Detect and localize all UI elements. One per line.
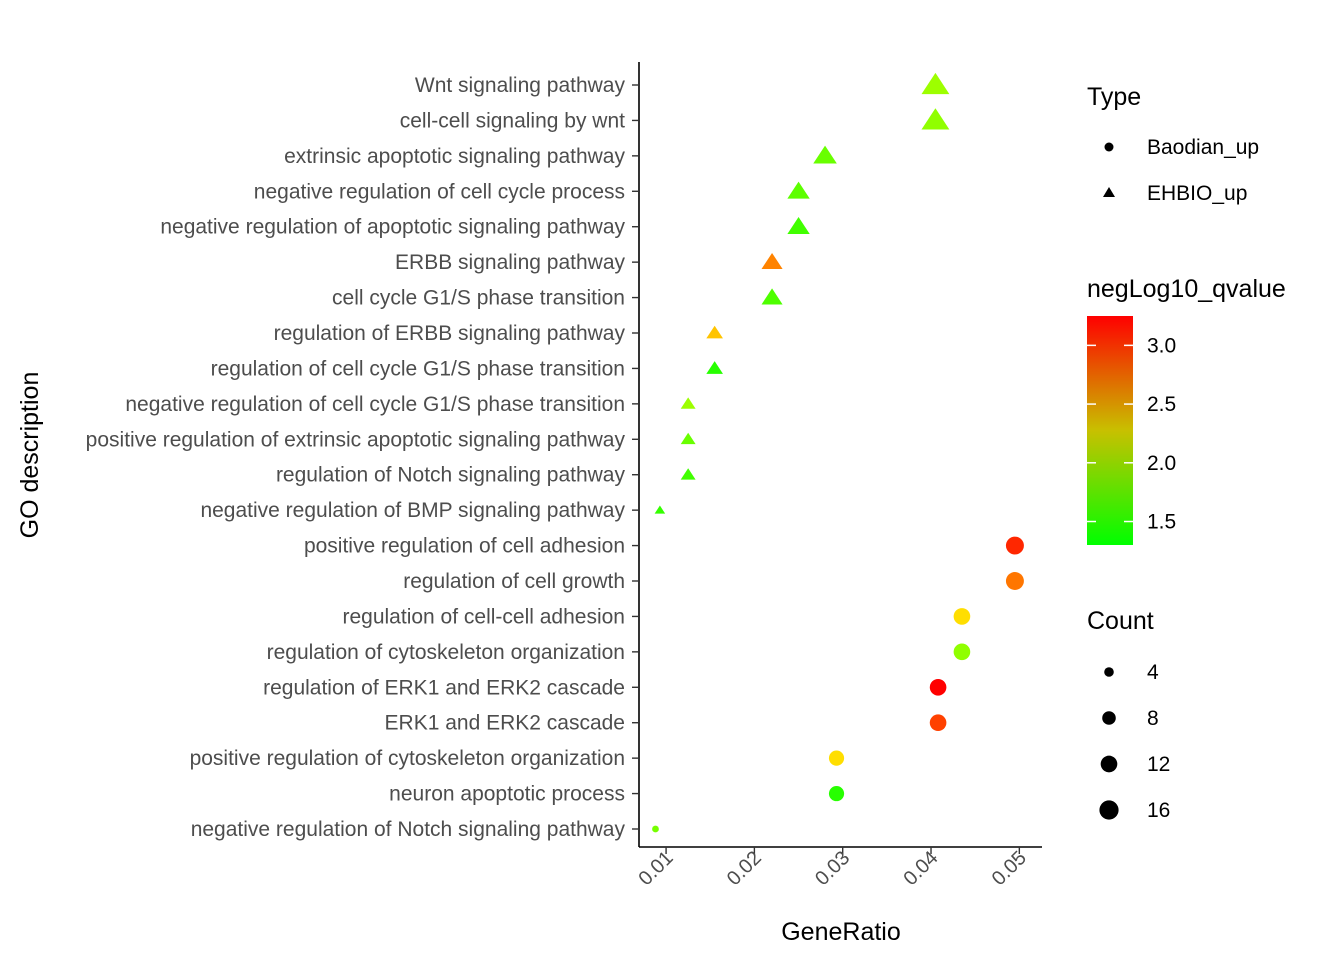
data-point-triangle bbox=[921, 72, 950, 95]
y-tick-label: regulation of cell cycle G1/S phase tran… bbox=[211, 357, 625, 380]
x-tick-label: 0.01 bbox=[635, 847, 678, 890]
legend-size-key bbox=[1102, 711, 1116, 725]
data-point-circle bbox=[828, 785, 845, 802]
data-point-triangle bbox=[706, 325, 723, 339]
data-point-triangle bbox=[706, 361, 723, 374]
y-axis-title: GO description bbox=[16, 372, 44, 539]
data-point-triangle bbox=[654, 505, 666, 514]
data-point-triangle bbox=[761, 288, 783, 305]
legend-size-label: 8 bbox=[1147, 707, 1159, 730]
legend-type-title: Type bbox=[1087, 83, 1141, 111]
data-point-circle bbox=[929, 678, 947, 696]
data-point-circle bbox=[828, 750, 845, 766]
legend-colorbar-label: 2.0 bbox=[1147, 452, 1176, 475]
legend-size-key bbox=[1100, 755, 1118, 773]
legend-colorbar bbox=[1087, 316, 1133, 545]
legend-size-key bbox=[1104, 667, 1114, 677]
x-tick-label: 0.03 bbox=[811, 847, 854, 890]
data-point-triangle bbox=[680, 432, 696, 445]
legend-type-triangle-key bbox=[1103, 187, 1115, 197]
data-point-circle bbox=[953, 608, 971, 625]
y-tick-label: ERBB signaling pathway bbox=[395, 251, 625, 274]
y-tick-label: neuron apoptotic process bbox=[389, 783, 625, 806]
y-tick-label: regulation of cell growth bbox=[403, 570, 625, 593]
y-tick-label: regulation of cell-cell adhesion bbox=[342, 605, 625, 628]
x-tick-label: 0.02 bbox=[723, 847, 766, 890]
y-tick-label: negative regulation of Notch signaling p… bbox=[191, 818, 626, 841]
legend-size-label: 12 bbox=[1147, 753, 1170, 776]
y-tick-label: regulation of ERBB signaling pathway bbox=[274, 322, 626, 345]
y-tick-label: positive regulation of cytoskeleton orga… bbox=[190, 747, 625, 770]
data-point-triangle bbox=[787, 181, 810, 199]
data-point-triangle bbox=[813, 145, 837, 164]
y-tick-label: cell cycle G1/S phase transition bbox=[332, 287, 625, 310]
data-point-triangle bbox=[787, 216, 810, 235]
legend-size-key bbox=[1099, 800, 1119, 820]
y-tick-label: Wnt signaling pathway bbox=[415, 74, 626, 97]
data-point-circle bbox=[929, 714, 947, 732]
y-tick-label: ERK1 and ERK2 cascade bbox=[385, 712, 625, 735]
y-tick-label: extrinsic apoptotic signaling pathway bbox=[284, 145, 625, 168]
legend-color-title: negLog10_qvalue bbox=[1087, 275, 1286, 303]
data-point-circle bbox=[1005, 536, 1024, 555]
y-tick-label: regulation of ERK1 and ERK2 cascade bbox=[263, 676, 625, 699]
legend-type-label: EHBIO_up bbox=[1147, 182, 1247, 205]
y-tick-label: negative regulation of BMP signaling pat… bbox=[200, 499, 625, 522]
data-point-circle bbox=[652, 825, 659, 833]
x-tick-label: 0.05 bbox=[988, 847, 1031, 890]
y-tick-label: positive regulation of cell adhesion bbox=[304, 535, 625, 558]
y-tick-label: regulation of Notch signaling pathway bbox=[276, 464, 626, 487]
data-point-triangle bbox=[921, 108, 950, 130]
legend-type-circle-key bbox=[1104, 142, 1114, 152]
legend-type-label: Baodian_up bbox=[1147, 136, 1259, 159]
x-axis-title: GeneRatio bbox=[781, 918, 901, 946]
y-tick-label: negative regulation of cell cycle proces… bbox=[254, 180, 625, 203]
data-point-circle bbox=[953, 643, 971, 661]
legend-size-label: 4 bbox=[1147, 661, 1159, 684]
legend-colorbar-label: 2.5 bbox=[1147, 393, 1176, 416]
legend-size-label: 16 bbox=[1147, 799, 1170, 822]
legend-colorbar-label: 1.5 bbox=[1147, 511, 1176, 534]
y-tick-label: cell-cell signaling by wnt bbox=[400, 109, 625, 132]
y-tick-label: regulation of cytoskeleton organization bbox=[267, 641, 625, 664]
y-tick-label: negative regulation of apoptotic signali… bbox=[160, 216, 625, 239]
y-tick-label: negative regulation of cell cycle G1/S p… bbox=[125, 393, 625, 416]
legend-size-title: Count bbox=[1087, 607, 1154, 635]
y-tick-label: positive regulation of extrinsic apoptot… bbox=[86, 428, 626, 451]
data-point-triangle bbox=[680, 397, 696, 409]
data-point-triangle bbox=[680, 468, 696, 480]
x-tick-label: 0.04 bbox=[899, 847, 942, 890]
legend-colorbar-label: 3.0 bbox=[1147, 334, 1176, 357]
data-point-circle bbox=[1005, 572, 1024, 590]
data-point-triangle bbox=[761, 252, 783, 270]
